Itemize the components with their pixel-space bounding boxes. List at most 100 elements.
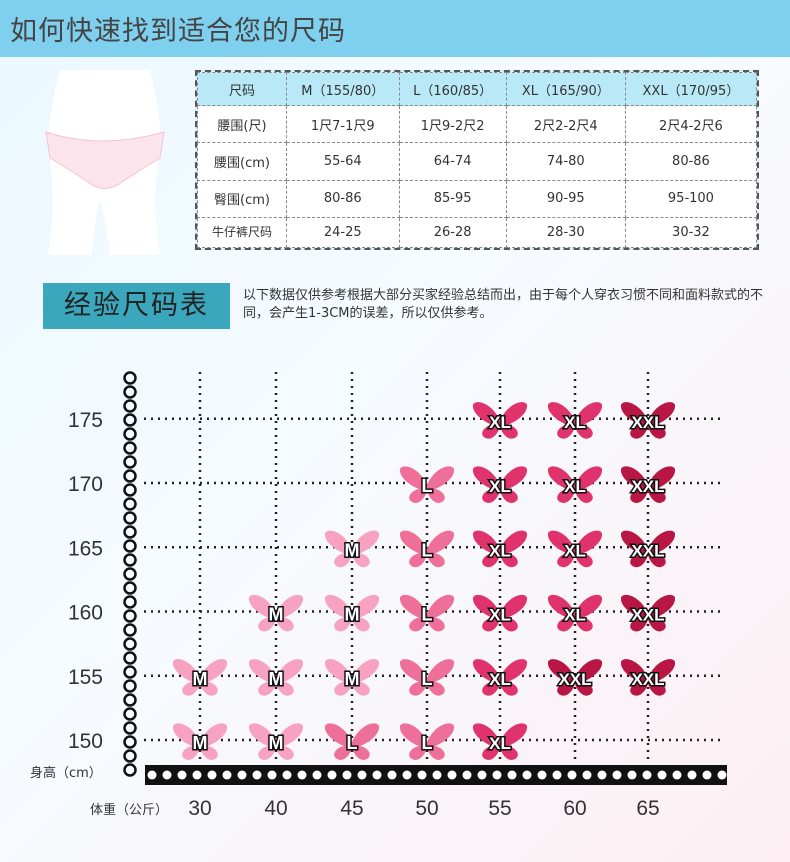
axis-ornament — [252, 770, 262, 780]
table-cell: 28-30 — [505, 217, 626, 248]
size-marker-xl: XL — [472, 402, 528, 439]
butterfly-wing — [472, 466, 500, 503]
butterfly-wing — [620, 659, 648, 696]
table-cell: 64-74 — [398, 142, 507, 181]
size-marker-m: M — [324, 530, 380, 568]
butterfly-wing — [427, 530, 455, 568]
row-label: 腰围(cm) — [197, 142, 287, 181]
size-table-header: M（155/80） — [286, 72, 400, 106]
axis-ornament — [192, 770, 202, 780]
axis-ornament — [147, 770, 157, 780]
axis-ornament — [162, 770, 172, 780]
table-cell: 90-95 — [505, 179, 626, 219]
axis-ornament — [123, 399, 137, 413]
butterfly-wing — [500, 530, 528, 568]
axis-ornament — [123, 441, 137, 455]
butterfly-wing — [324, 530, 352, 568]
size-marker-xl: XL — [472, 466, 528, 503]
axis-ornament — [462, 770, 472, 780]
size-label: XL — [564, 413, 586, 432]
axis-ornament — [123, 371, 137, 385]
size-label: L — [422, 733, 433, 753]
size-marker-xxl: XXL — [620, 466, 676, 503]
size-label: M — [345, 540, 360, 560]
size-label: M — [193, 733, 208, 753]
butterfly-wing — [575, 402, 603, 439]
butterfly-wing — [648, 402, 676, 439]
table-cell: 2尺2-2尺4 — [505, 104, 626, 144]
butterfly-wing — [172, 723, 200, 760]
butterfly-wing — [248, 594, 276, 632]
body-illustration — [45, 70, 165, 255]
butterfly-wing — [427, 723, 455, 760]
axis-ornament — [123, 651, 137, 665]
axis-ornament — [312, 770, 322, 780]
size-table-header-row: 尺码 M（155/80） L（160/85） XL（165/90） XXL（17… — [197, 72, 758, 106]
table-cell: 55-64 — [286, 142, 400, 181]
butterfly-wing — [324, 659, 352, 696]
size-label: M — [345, 605, 360, 625]
axis-ornament — [123, 637, 137, 651]
table-cell: 1尺7-1尺9 — [286, 104, 400, 144]
axis-ornament — [177, 770, 187, 780]
size-label: M — [269, 605, 284, 625]
axis-ornament — [357, 770, 367, 780]
axis-ornament — [207, 770, 217, 780]
size-marker-xxl: XXL — [620, 659, 676, 696]
size-label: L — [422, 669, 433, 689]
size-label: M — [345, 669, 360, 689]
axis-ornament — [282, 770, 292, 780]
x-tick-label: 60 — [563, 797, 586, 820]
butterfly-wing — [427, 659, 455, 696]
size-label: XL — [489, 413, 511, 432]
axis-ornament — [492, 770, 502, 780]
butterfly-wing — [575, 659, 603, 696]
x-tick-label: 45 — [340, 797, 363, 820]
size-label: L — [422, 476, 433, 496]
size-label: XXL — [558, 670, 591, 689]
table-cell: 24-25 — [286, 217, 400, 248]
butterfly-wing — [500, 466, 528, 503]
butterfly-wing — [276, 659, 304, 696]
table-cell: 95-100 — [624, 179, 758, 219]
size-label: XL — [489, 477, 511, 496]
axis-ornament — [342, 770, 352, 780]
section-note: 以下数据仅供参考根据大部分买家经验总结而出，由于每个人穿衣习惯不同和面料款式的不… — [243, 288, 764, 321]
axis-ornament — [123, 427, 137, 441]
size-marker-xl: XL — [472, 659, 528, 696]
size-label: XXL — [631, 477, 664, 496]
size-table-header: L（160/85） — [398, 72, 507, 106]
axis-ornament — [123, 539, 137, 553]
size-table-header: 尺码 — [197, 72, 287, 106]
table-row: 腰围(cm) 55-64 64-74 74-80 80-86 — [197, 142, 758, 181]
size-marker-m: M — [248, 594, 304, 632]
butterfly-wing — [648, 594, 676, 632]
axis-ornament — [612, 770, 622, 780]
butterfly-wing — [620, 402, 648, 439]
table-row: 臀围(cm) 80-86 85-95 90-95 95-100 — [197, 179, 758, 219]
axis-ornament — [123, 567, 137, 581]
butterfly-wing — [648, 530, 676, 568]
size-label: XL — [489, 541, 511, 560]
axis-ornament — [657, 770, 667, 780]
butterfly-wing — [472, 594, 500, 632]
size-label: L — [422, 540, 433, 560]
table-cell: 74-80 — [505, 142, 626, 181]
butterfly-wing — [547, 402, 575, 439]
axis-ornament — [123, 497, 137, 511]
table-cell: 80-86 — [286, 179, 400, 219]
y-tick-label: 155 — [68, 666, 103, 689]
page-title: 如何快速找到适合您的尺码 — [10, 16, 346, 47]
axis-ornament — [327, 770, 337, 780]
y-tick-label: 165 — [68, 537, 103, 560]
butterfly-wing — [547, 594, 575, 632]
butterfly-wing — [172, 659, 200, 696]
axis-ornament — [123, 553, 137, 567]
size-label: XXL — [631, 670, 664, 689]
axis-ornament — [372, 770, 382, 780]
x-axis-label: 体重（公斤） — [90, 802, 168, 818]
size-marker-xxl: XXL — [547, 659, 603, 696]
axis-ornament — [597, 770, 607, 780]
butterfly-wing — [575, 594, 603, 632]
row-label: 牛仔裤尺码 — [197, 217, 287, 248]
